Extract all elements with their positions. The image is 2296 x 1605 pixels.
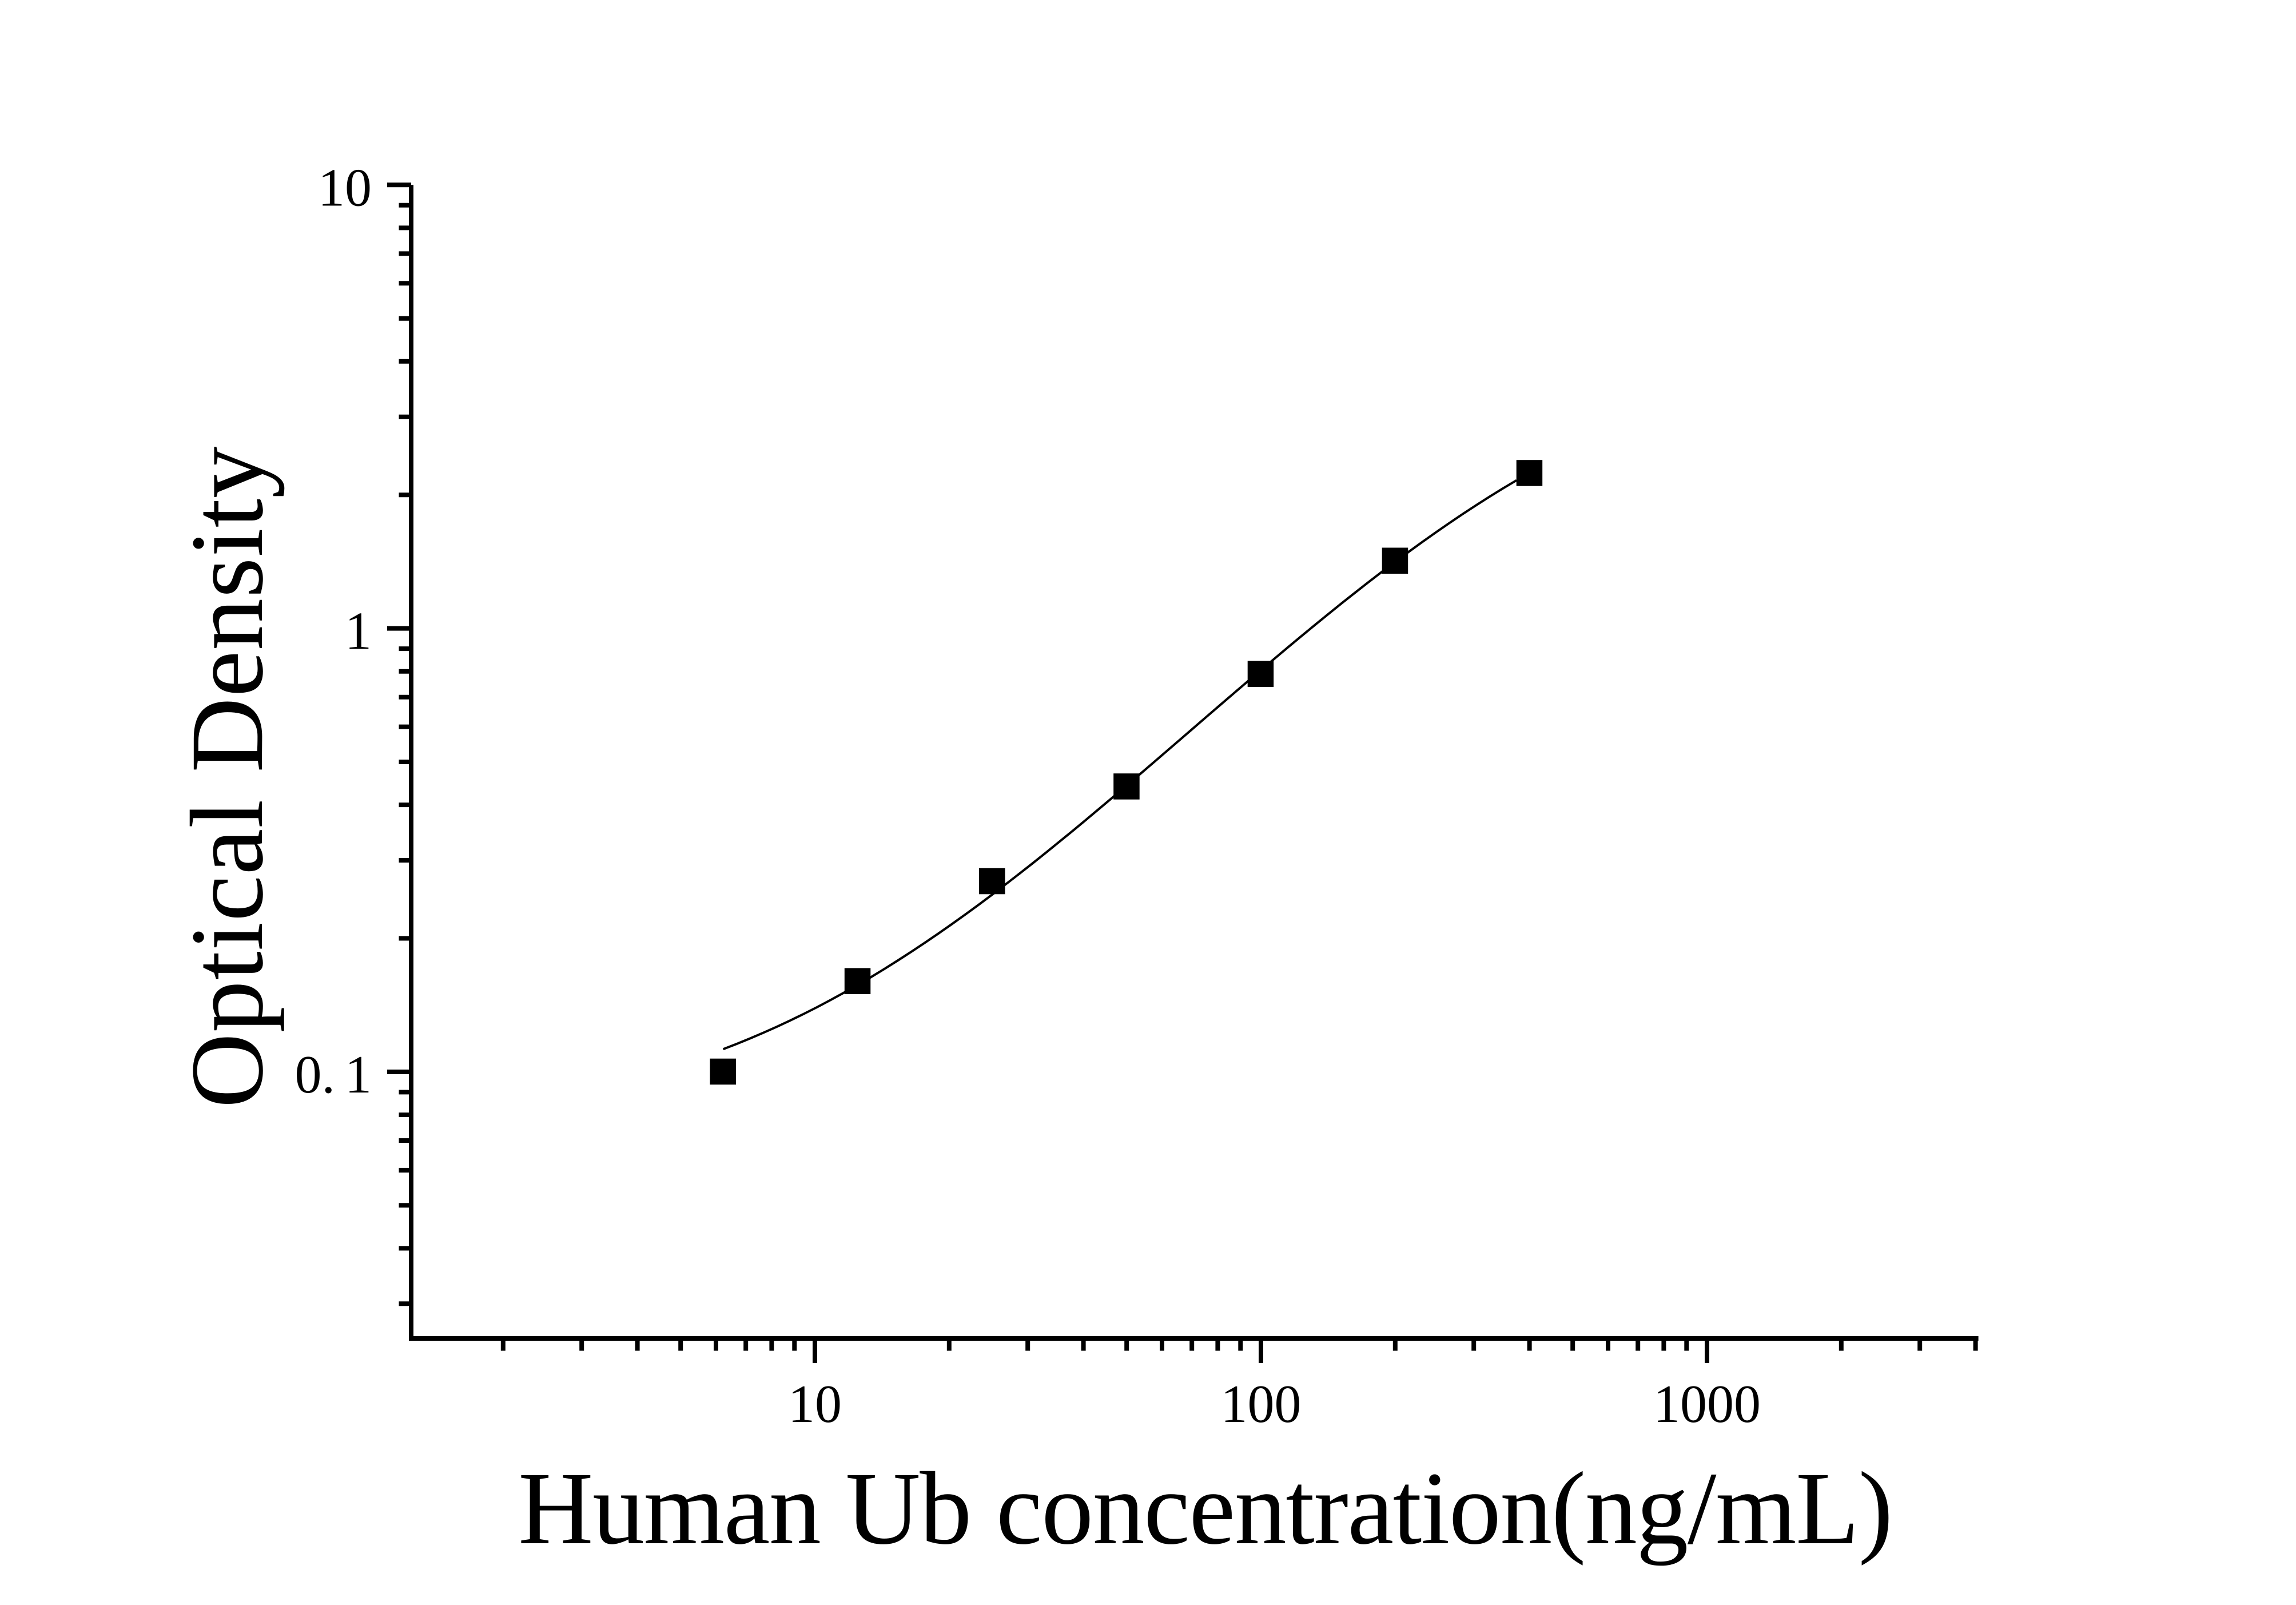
svg-text:Optical Density: Optical Density [170,446,285,1109]
svg-text:1000: 1000 [1653,1374,1761,1434]
svg-text:10: 10 [318,158,372,217]
svg-text:Human Ub concentration(ng/mL): Human Ub concentration(ng/mL) [518,1451,1892,1566]
svg-text:0.1: 0. 1 [295,1045,372,1105]
svg-text:1: 1 [345,602,372,661]
svg-text:100: 100 [1221,1374,1302,1434]
svg-text:10: 10 [788,1374,842,1434]
